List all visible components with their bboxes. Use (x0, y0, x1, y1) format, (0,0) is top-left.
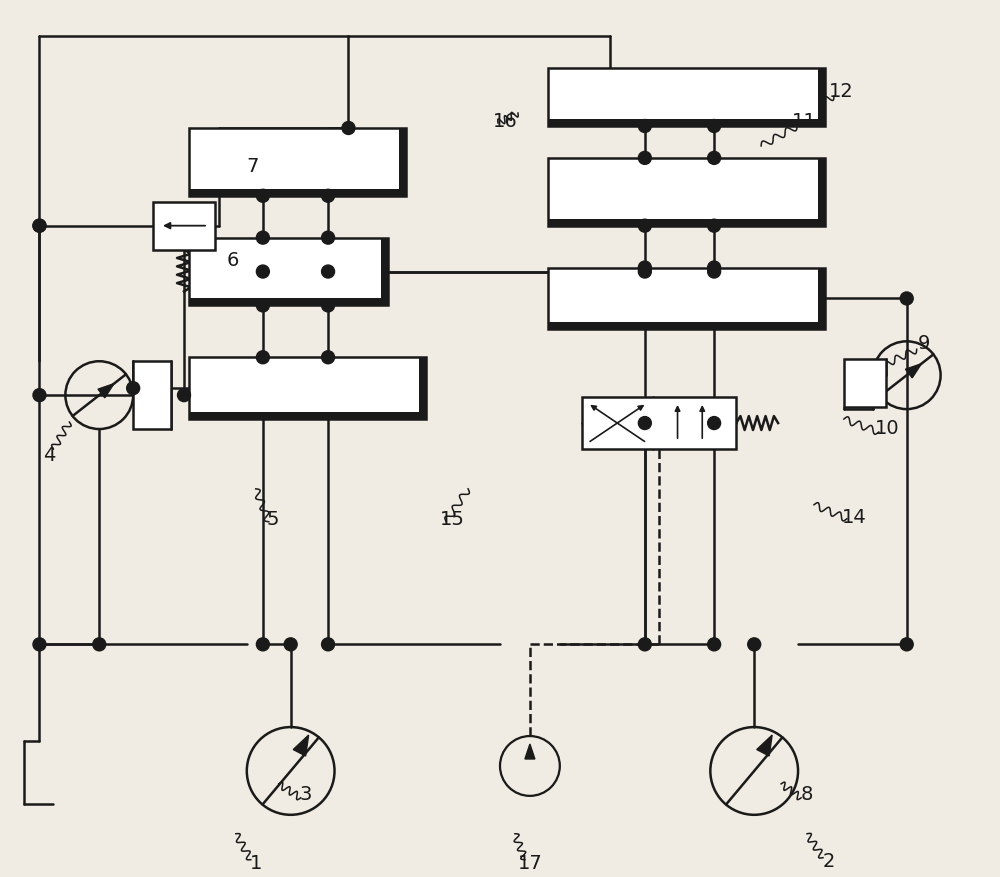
Circle shape (322, 352, 335, 364)
Text: 11: 11 (792, 111, 816, 131)
Text: 2: 2 (823, 852, 835, 870)
Bar (548, 69, 825, 127)
Circle shape (638, 266, 651, 279)
Circle shape (322, 300, 335, 312)
Bar (818, 268, 825, 330)
Text: 12: 12 (829, 82, 853, 101)
Polygon shape (525, 745, 535, 759)
Circle shape (256, 190, 269, 203)
Circle shape (33, 389, 46, 403)
Circle shape (342, 123, 355, 135)
Circle shape (638, 220, 651, 233)
Text: 6: 6 (227, 251, 239, 270)
Text: 9: 9 (917, 333, 930, 353)
Circle shape (178, 389, 190, 403)
Circle shape (256, 232, 269, 245)
Bar (189, 239, 388, 306)
Circle shape (900, 293, 913, 305)
Circle shape (284, 638, 297, 651)
Bar (548, 268, 825, 330)
Text: 10: 10 (874, 418, 899, 437)
Circle shape (93, 638, 106, 651)
Circle shape (708, 220, 721, 233)
Bar (844, 360, 886, 408)
Bar (419, 358, 426, 419)
Circle shape (638, 120, 651, 133)
Text: 4: 4 (43, 446, 56, 465)
Bar (548, 159, 825, 226)
Circle shape (708, 261, 721, 275)
Circle shape (127, 382, 140, 396)
Circle shape (708, 417, 721, 430)
Text: 15: 15 (440, 510, 465, 529)
Bar (399, 129, 406, 196)
Text: 8: 8 (801, 784, 813, 803)
Bar (189, 189, 406, 196)
Circle shape (708, 153, 721, 165)
Polygon shape (293, 735, 309, 756)
Circle shape (708, 120, 721, 133)
Circle shape (256, 300, 269, 312)
Bar (153, 203, 215, 250)
Circle shape (33, 220, 46, 233)
Polygon shape (98, 384, 114, 398)
Circle shape (322, 232, 335, 245)
Bar (189, 129, 406, 196)
Bar (548, 219, 825, 226)
Circle shape (708, 638, 721, 651)
Bar (818, 69, 825, 127)
Polygon shape (905, 364, 921, 379)
Circle shape (322, 638, 335, 651)
Circle shape (322, 190, 335, 203)
Text: 3: 3 (299, 784, 312, 803)
Circle shape (256, 266, 269, 279)
Circle shape (33, 220, 46, 233)
Circle shape (638, 261, 651, 275)
Circle shape (256, 638, 269, 651)
Bar (189, 412, 426, 419)
Bar (548, 120, 825, 127)
Bar (189, 358, 426, 419)
Circle shape (638, 417, 651, 430)
Bar (548, 323, 825, 330)
Circle shape (900, 638, 913, 651)
Text: 16: 16 (493, 111, 517, 131)
Circle shape (33, 638, 46, 651)
Text: 7: 7 (247, 157, 259, 176)
Bar (189, 299, 388, 306)
Bar (133, 362, 171, 430)
Bar (582, 397, 736, 449)
Bar (381, 239, 388, 306)
Text: 14: 14 (842, 508, 866, 527)
Circle shape (638, 638, 651, 651)
Text: 5: 5 (266, 510, 279, 529)
Circle shape (708, 266, 721, 279)
Circle shape (748, 638, 761, 651)
Circle shape (638, 153, 651, 165)
Circle shape (322, 266, 335, 279)
Bar (818, 159, 825, 226)
Circle shape (256, 352, 269, 364)
Polygon shape (757, 735, 772, 756)
Text: 1: 1 (250, 853, 262, 872)
Text: 17: 17 (518, 853, 542, 872)
